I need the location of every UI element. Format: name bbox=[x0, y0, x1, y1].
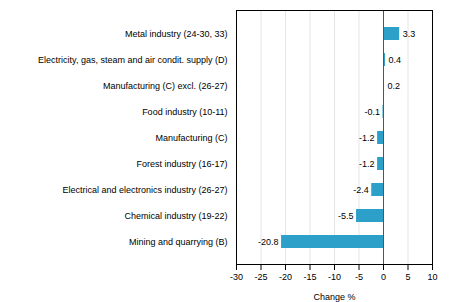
svg-text:-20.8: -20.8 bbox=[258, 237, 279, 247]
svg-text:-15: -15 bbox=[303, 272, 316, 282]
svg-text:Metal industry (24-30, 33): Metal industry (24-30, 33) bbox=[125, 29, 228, 39]
svg-text:Chemical industry (19-22): Chemical industry (19-22) bbox=[124, 211, 227, 221]
svg-text:-5: -5 bbox=[355, 272, 363, 282]
svg-text:-1.2: -1.2 bbox=[359, 133, 375, 143]
svg-text:Change %: Change % bbox=[313, 292, 355, 302]
svg-text:0.2: 0.2 bbox=[387, 81, 400, 91]
svg-text:-5.5: -5.5 bbox=[338, 211, 354, 221]
svg-text:0.4: 0.4 bbox=[388, 55, 401, 65]
svg-text:-0.1: -0.1 bbox=[364, 107, 380, 117]
svg-text:Food industry (10-11): Food industry (10-11) bbox=[142, 107, 227, 117]
svg-text:5: 5 bbox=[405, 272, 410, 282]
svg-text:Electrical and electronics ind: Electrical and electronics industry (26-… bbox=[62, 185, 227, 195]
svg-text:-25: -25 bbox=[254, 272, 267, 282]
svg-text:Electricity, gas, steam and ai: Electricity, gas, steam and air condit. … bbox=[38, 55, 227, 65]
svg-text:-10: -10 bbox=[328, 272, 341, 282]
svg-text:-20: -20 bbox=[279, 272, 292, 282]
svg-text:-30: -30 bbox=[230, 272, 243, 282]
svg-text:10: 10 bbox=[427, 272, 437, 282]
svg-text:-2.4: -2.4 bbox=[353, 185, 369, 195]
svg-text:Forest industry (16-17): Forest industry (16-17) bbox=[136, 159, 227, 169]
svg-text:3.3: 3.3 bbox=[403, 29, 416, 39]
svg-text:Manufacturing (C): Manufacturing (C) bbox=[155, 133, 227, 143]
svg-text:0: 0 bbox=[381, 272, 386, 282]
svg-text:-1.2: -1.2 bbox=[359, 159, 375, 169]
svg-text:Mining and quarrying (B): Mining and quarrying (B) bbox=[129, 237, 228, 247]
svg-text:Manufacturing (C) excl. (26-27: Manufacturing (C) excl. (26-27) bbox=[103, 81, 228, 91]
